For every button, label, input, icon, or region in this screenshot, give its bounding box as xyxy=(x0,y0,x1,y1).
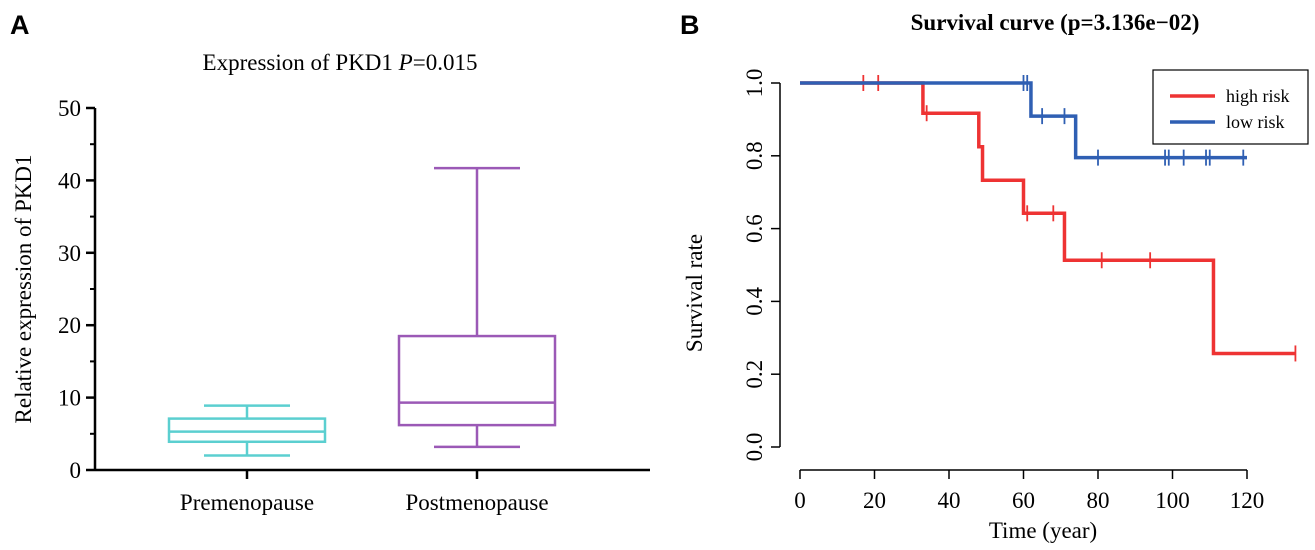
y-tick-label: 0.2 xyxy=(742,360,767,389)
box-plot-title-pvalue: =0.015 xyxy=(413,50,478,75)
survival-curves xyxy=(800,75,1297,362)
y-tick-label: 1.0 xyxy=(742,69,767,98)
survival-step-line xyxy=(800,81,1247,160)
box-iqr xyxy=(397,334,557,427)
panel-label-b: B xyxy=(680,10,700,40)
y-tick-label: 0.8 xyxy=(742,141,767,170)
x-tick-label: Premenopause xyxy=(180,490,314,515)
box-plot-boxes xyxy=(167,166,557,457)
box-plot-axes: 0 10 20 30 40 50 Premenopause Postmenopause xyxy=(58,96,650,515)
y-tick-label: 30 xyxy=(58,241,81,266)
y-tick-label: 20 xyxy=(58,313,81,338)
x-tick-label: 60 xyxy=(1012,488,1035,513)
survival-y-axis-label: Survival rate xyxy=(682,234,707,352)
box-plot-panel: Expression of PKD1 P=0.015 Relative expr… xyxy=(11,50,650,515)
x-tick-label: 80 xyxy=(1087,488,1110,513)
legend: high risk low risk xyxy=(1152,69,1309,145)
survival-axes: 0 20 40 60 80 100 120 0.0 0.2 0.4 0.6 0.8 1.0 xyxy=(742,69,1264,513)
box-iqr xyxy=(167,417,327,444)
x-tick-label: 40 xyxy=(938,488,961,513)
y-tick-label: 10 xyxy=(58,386,81,411)
x-tick-label: 20 xyxy=(863,488,886,513)
legend-box xyxy=(1152,69,1309,145)
y-tick-label: 0.4 xyxy=(742,287,767,316)
panel-label-a: A xyxy=(10,10,30,40)
x-tick-label: 100 xyxy=(1155,488,1190,513)
box-plot-title-p: P xyxy=(398,50,413,75)
box-plot-y-axis-label: Relative expression of PKD1 xyxy=(11,155,36,424)
y-tick-label: 50 xyxy=(58,96,81,121)
y-tick-label: 40 xyxy=(58,168,81,193)
survival-x-axis-label: Time (year) xyxy=(989,518,1097,543)
box-premenopause xyxy=(167,404,327,457)
x-tick-label: 0 xyxy=(794,488,806,513)
survival-step-line xyxy=(800,81,1296,356)
survival-title: Survival curve (p=3.136e−02) xyxy=(911,10,1200,35)
legend-label-high-risk: high risk xyxy=(1226,86,1290,106)
y-tick-label: 0 xyxy=(70,458,82,483)
legend-label-low-risk: low risk xyxy=(1226,112,1285,132)
survival-panel: Survival curve (p=3.136e−02) Survival ra… xyxy=(682,10,1309,543)
curve-low-risk xyxy=(800,75,1247,166)
box-plot-title-text: Expression of PKD1 xyxy=(203,50,399,75)
y-tick-label: 0.6 xyxy=(742,214,767,243)
y-tick-label: 0.0 xyxy=(742,433,767,462)
box-plot-title: Expression of PKD1 P=0.015 xyxy=(203,50,478,75)
x-tick-label: Postmenopause xyxy=(405,490,548,515)
x-tick-label: 120 xyxy=(1230,488,1265,513)
box-postmenopause xyxy=(397,166,557,449)
